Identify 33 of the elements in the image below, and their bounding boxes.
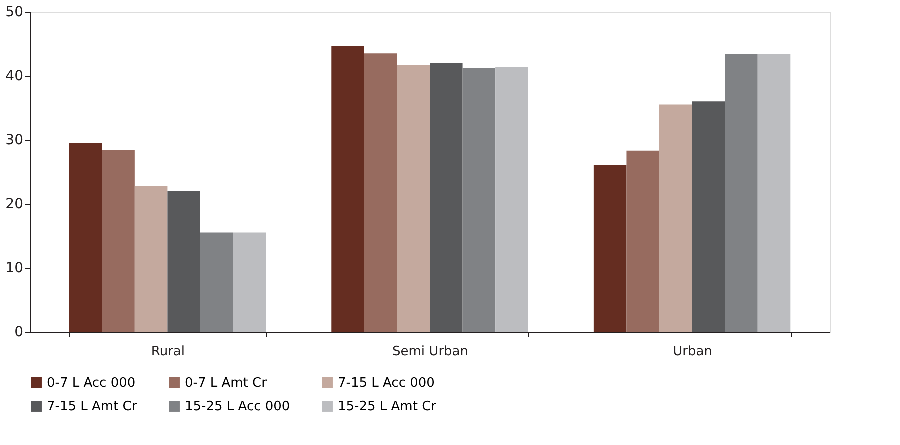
bar: [594, 164, 627, 332]
y-tick-label: 40: [6, 68, 24, 84]
legend-label: 0-7 L Acc 000: [47, 376, 136, 391]
bar: [69, 143, 102, 332]
bar: [692, 102, 726, 332]
legend-label: 15-25 L Amt Cr: [338, 400, 438, 414]
x-tick-label: Urban: [673, 344, 712, 360]
bar: [364, 54, 398, 332]
bar: [134, 186, 168, 332]
bar: [102, 150, 135, 332]
legend-label: 15-25 L Acc 000: [185, 400, 290, 414]
bar: [233, 232, 266, 332]
bar: [725, 54, 758, 332]
bar: [430, 63, 463, 332]
legend-label: 7-15 L Amt Cr: [47, 400, 138, 414]
y-tick-label: 30: [6, 132, 24, 148]
bar: [660, 104, 692, 332]
y-tick-label: 50: [6, 4, 24, 20]
x-tick-label: Rural: [151, 344, 186, 360]
x-tick-label: Semi Urban: [392, 344, 468, 360]
y-tick-label: 0: [14, 324, 24, 340]
bar: [496, 67, 528, 332]
y-tick-label: 10: [6, 260, 24, 276]
bar: [200, 232, 234, 332]
bar: [758, 54, 791, 332]
bar: [626, 150, 660, 332]
bar: [332, 46, 364, 332]
bar: [462, 68, 496, 332]
y-tick-label: 20: [6, 196, 24, 212]
legend-label: 7-15 L Acc 000: [338, 376, 435, 391]
bar: [397, 65, 430, 332]
bar: [168, 191, 200, 332]
legend-label: 0-7 L Amt Cr: [185, 376, 268, 391]
